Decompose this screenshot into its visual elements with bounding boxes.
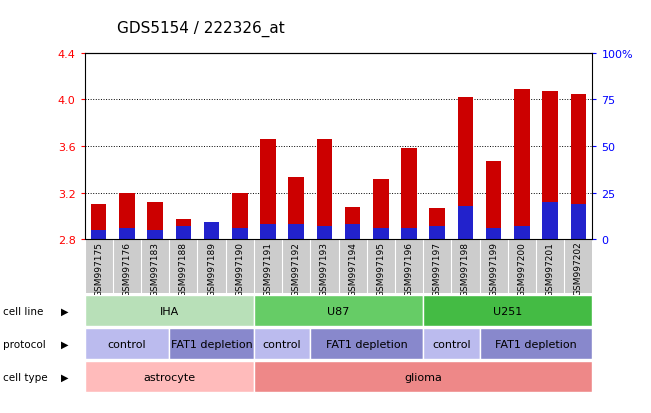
Text: FAT1 depletion: FAT1 depletion [326,339,408,349]
Bar [232,228,247,240]
Bar [91,205,107,240]
Bar [514,90,530,240]
Bar [542,92,558,240]
Text: GSM997183: GSM997183 [150,241,159,296]
Bar [176,220,191,240]
Text: cell line: cell line [3,306,44,316]
Bar [85,328,169,359]
Bar [542,202,558,240]
Bar [401,228,417,240]
Text: GDS5154 / 222326_at: GDS5154 / 222326_at [117,21,285,37]
Text: GSM997188: GSM997188 [179,241,188,296]
Bar [169,328,254,359]
Text: GSM997191: GSM997191 [264,241,273,296]
Bar [345,225,361,240]
Bar [147,230,163,240]
Bar [458,98,473,240]
Bar [430,208,445,240]
Text: protocol: protocol [3,339,46,349]
Bar [288,178,304,240]
Text: ▶: ▶ [61,372,69,382]
Text: GSM997195: GSM997195 [376,241,385,296]
Text: control: control [263,339,301,349]
Bar [316,140,332,240]
Text: GSM997201: GSM997201 [546,241,555,296]
Bar [401,149,417,240]
Text: GSM997197: GSM997197 [433,241,442,296]
Bar [423,295,592,326]
Text: GSM997193: GSM997193 [320,241,329,296]
Bar [254,295,423,326]
Text: GSM997196: GSM997196 [404,241,413,296]
Bar [176,227,191,240]
Bar [458,206,473,240]
Text: control: control [432,339,471,349]
Bar [204,223,219,240]
Text: GSM997176: GSM997176 [122,241,132,296]
Text: IHA: IHA [159,306,179,316]
Bar [345,207,361,240]
Text: GSM997202: GSM997202 [574,241,583,296]
Text: ▶: ▶ [61,339,69,349]
Bar [260,225,276,240]
Bar [570,94,586,240]
Text: GSM997189: GSM997189 [207,241,216,296]
Bar [311,328,423,359]
Text: GSM997190: GSM997190 [235,241,244,296]
Bar [570,204,586,240]
Text: FAT1 depletion: FAT1 depletion [495,339,577,349]
Bar [260,140,276,240]
Text: GSM997175: GSM997175 [94,241,104,296]
Text: FAT1 depletion: FAT1 depletion [171,339,253,349]
Bar [119,228,135,240]
Text: U87: U87 [327,306,350,316]
Text: GSM997200: GSM997200 [518,241,527,296]
Text: GSM997192: GSM997192 [292,241,301,296]
Bar [85,295,254,326]
Bar [91,230,107,240]
Bar [373,228,389,240]
Bar [423,328,480,359]
Text: astrocyte: astrocyte [143,372,195,382]
Text: control: control [107,339,146,349]
Bar [486,228,501,240]
Bar [147,202,163,240]
Bar [486,162,501,240]
Bar [514,227,530,240]
Bar [430,227,445,240]
Text: glioma: glioma [404,372,442,382]
Bar [119,193,135,240]
Bar [288,225,304,240]
Text: GSM997199: GSM997199 [489,241,498,296]
Bar [254,361,592,392]
Bar [316,227,332,240]
Text: cell type: cell type [3,372,48,382]
Bar [204,223,219,240]
Bar [373,179,389,240]
Text: GSM997194: GSM997194 [348,241,357,296]
Text: GSM997198: GSM997198 [461,241,470,296]
Text: U251: U251 [493,306,522,316]
Bar [480,328,592,359]
Bar [232,193,247,240]
Text: ▶: ▶ [61,306,69,316]
Bar [85,361,254,392]
Bar [254,328,311,359]
